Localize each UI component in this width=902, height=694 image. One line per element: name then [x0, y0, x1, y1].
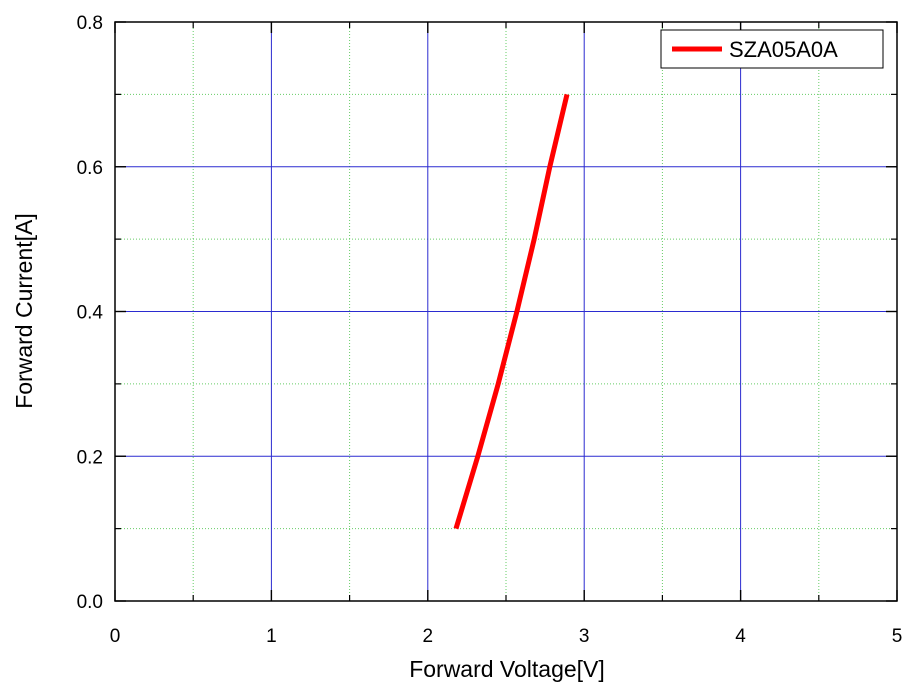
x-tick-label: 0 — [110, 626, 121, 647]
legend: SZA05A0A — [660, 29, 884, 69]
series-layer — [453, 93, 570, 530]
minor-grid — [115, 22, 897, 601]
x-tick-labels: 0 1 2 3 4 5 — [110, 626, 902, 647]
x-tick-label: 1 — [266, 626, 277, 647]
series-line-sza05a0a — [453, 93, 570, 530]
y-tick-label: 0.8 — [77, 13, 103, 34]
x-tick-label: 4 — [735, 626, 746, 647]
legend-label-sza05a0a: SZA05A0A — [729, 37, 838, 62]
x-tick-label: 5 — [892, 626, 902, 647]
y-tick-label: 0.2 — [77, 447, 103, 468]
y-tick-label: 0.0 — [77, 592, 103, 613]
x-axis-title: Forward Voltage[V] — [409, 656, 605, 682]
y-tick-label: 0.4 — [77, 303, 104, 324]
x-tick-label: 2 — [423, 626, 434, 647]
y-axis-title: Forward Current[A] — [11, 213, 37, 409]
y-tick-label: 0.6 — [77, 158, 103, 179]
y-tick-labels: 0.0 0.2 0.4 0.6 0.8 — [77, 13, 104, 613]
major-grid — [115, 22, 897, 601]
x-tick-label: 3 — [579, 626, 590, 647]
tick-marks — [114, 21, 898, 602]
